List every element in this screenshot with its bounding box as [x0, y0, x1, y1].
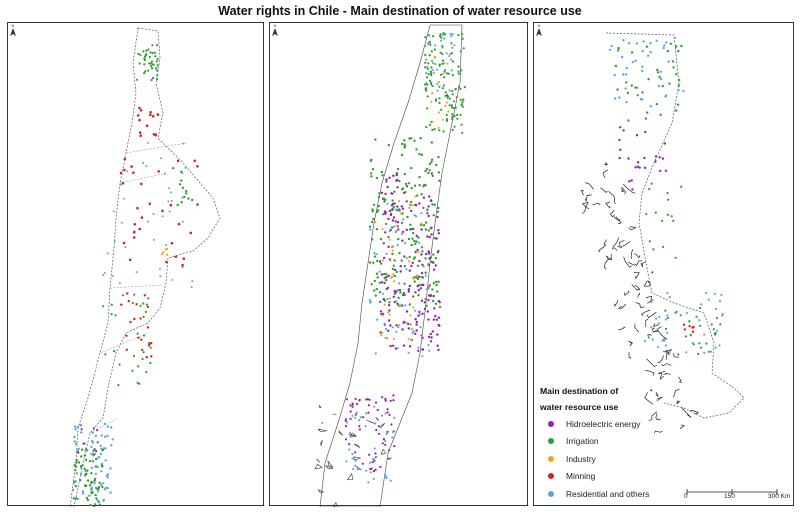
central-water-rights-points: [344, 32, 466, 484]
legend-swatch-icon: [548, 473, 554, 480]
svg-text:N: N: [538, 23, 541, 28]
legend-item: Minning: [548, 468, 690, 486]
legend-swatch-icon: [548, 420, 554, 427]
legend-item: Irrigation: [548, 433, 690, 451]
legend-label: Residential and others: [566, 488, 650, 499]
scale-label-300: 300 Km: [768, 493, 791, 500]
scale-label-150: 150: [724, 493, 735, 500]
map-title: Water rights in Chile - Main destination…: [218, 4, 582, 18]
south-water-rights-points: [608, 36, 724, 356]
scale-label-0: 0: [684, 493, 688, 500]
north-map-canvas: [69, 27, 221, 507]
central-coastal-islands: [314, 404, 387, 507]
south-map-canvas: [580, 32, 745, 434]
north-region-outline: [69, 27, 221, 507]
legend-swatch-icon: [548, 455, 554, 462]
legend-label: Hidroelectric energy: [566, 418, 641, 429]
svg-text:N: N: [274, 23, 277, 28]
south-mainland-outline: [605, 32, 745, 419]
legend-item: Hidroelectric energy: [548, 415, 690, 433]
map-panel-north: N: [7, 22, 264, 507]
legend-title-line1: Main destination of: [540, 386, 619, 396]
legend-swatch-icon: [548, 438, 554, 445]
north-arrow-icon: N: [536, 23, 542, 36]
legend: Main destination of water resource use H…: [540, 383, 690, 503]
svg-text:N: N: [12, 23, 15, 28]
legend-label: Industry: [566, 453, 596, 464]
map-panel-south: N Main destination of water resource use…: [533, 22, 794, 506]
legend-item: Residential and others: [548, 485, 690, 503]
north-region-boundaries: [89, 142, 187, 434]
central-coastline: [319, 24, 463, 507]
legend-label: Minning: [566, 471, 596, 482]
legend-title-line2: water resource use: [540, 402, 619, 412]
scale-bar: 0 150 300 Km: [684, 489, 790, 505]
south-fjord-coastline: [580, 162, 700, 434]
legend-swatch-icon: [548, 490, 554, 497]
legend-label: Irrigation: [566, 436, 599, 447]
legend-item: Industry: [548, 450, 690, 468]
central-map-canvas: [314, 24, 466, 507]
north-arrow-icon: N: [272, 23, 278, 36]
north-arrow-icon: N: [10, 23, 16, 36]
north-water-rights-points: [71, 44, 199, 507]
map-panel-central: N: [269, 22, 528, 507]
